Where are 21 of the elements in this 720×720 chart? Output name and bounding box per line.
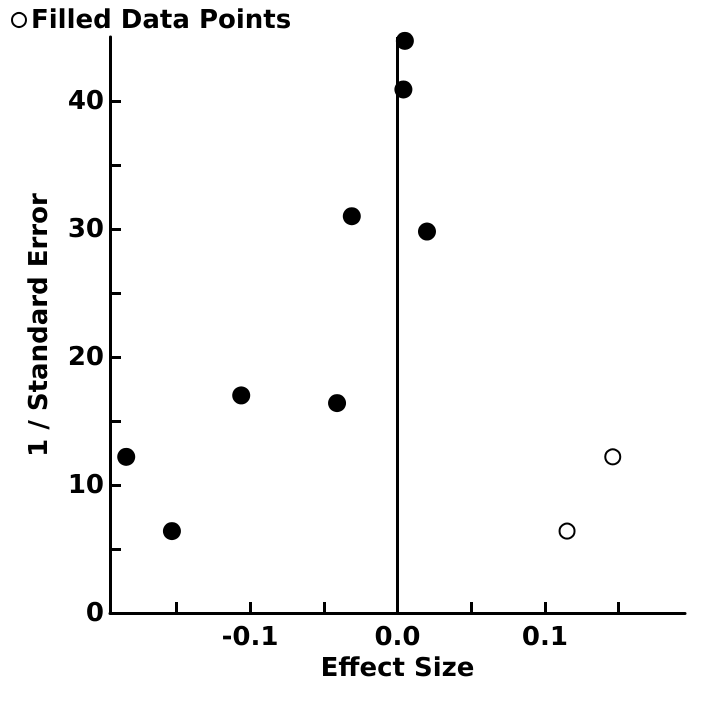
point — [117, 448, 136, 466]
y-axis-title: 1 / Standard Error — [24, 193, 54, 457]
point — [342, 207, 361, 226]
point — [396, 32, 414, 50]
y-tick-label: 30 — [68, 214, 104, 244]
x-tick-label: 0.1 — [522, 622, 568, 652]
legend-label: Filled Data Points — [31, 5, 292, 35]
y-tick-label: 20 — [68, 342, 104, 372]
point — [162, 522, 181, 540]
point — [604, 448, 622, 466]
x-axis-title: Effect Size — [320, 652, 474, 683]
point — [328, 394, 346, 412]
point — [418, 222, 436, 241]
x-tick-label: -0.1 — [222, 622, 278, 652]
point — [232, 386, 250, 404]
y-tick-label: 40 — [68, 86, 104, 116]
x-tick-label: 0.0 — [374, 622, 421, 652]
point — [558, 522, 576, 540]
y-tick-label: 0 — [86, 598, 104, 628]
point — [394, 80, 412, 98]
y-tick-label: 10 — [68, 470, 104, 500]
